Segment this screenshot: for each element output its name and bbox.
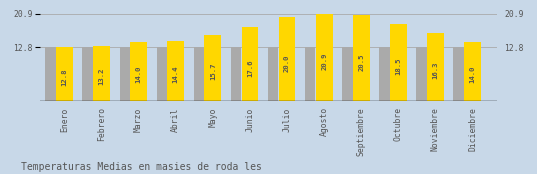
Bar bbox=[157, 48, 167, 101]
Text: 15.7: 15.7 bbox=[210, 63, 216, 80]
Bar bbox=[316, 14, 332, 101]
Text: 13.2: 13.2 bbox=[98, 67, 105, 85]
Text: 18.5: 18.5 bbox=[395, 57, 401, 75]
Bar bbox=[279, 17, 295, 101]
Bar bbox=[453, 48, 464, 101]
Text: Temperaturas Medias en masies de roda les: Temperaturas Medias en masies de roda le… bbox=[21, 162, 263, 172]
Text: 20.5: 20.5 bbox=[358, 54, 364, 71]
Bar bbox=[45, 48, 56, 101]
Bar bbox=[242, 27, 258, 101]
Text: 14.0: 14.0 bbox=[469, 66, 476, 83]
Bar bbox=[305, 48, 315, 101]
Bar bbox=[379, 48, 390, 101]
Bar bbox=[353, 15, 369, 101]
Bar bbox=[93, 46, 110, 101]
Text: 14.4: 14.4 bbox=[173, 65, 179, 83]
Bar bbox=[427, 33, 444, 101]
Text: 14.0: 14.0 bbox=[136, 66, 142, 83]
Bar bbox=[416, 48, 427, 101]
Bar bbox=[465, 42, 481, 101]
Text: 20.9: 20.9 bbox=[321, 53, 327, 70]
Bar bbox=[231, 48, 241, 101]
Text: 16.3: 16.3 bbox=[432, 62, 439, 79]
Bar bbox=[130, 42, 147, 101]
Bar bbox=[342, 48, 353, 101]
Text: 20.0: 20.0 bbox=[284, 55, 290, 72]
Bar bbox=[168, 41, 184, 101]
Text: 12.8: 12.8 bbox=[61, 68, 68, 86]
Bar bbox=[390, 24, 407, 101]
Bar bbox=[82, 48, 93, 101]
Bar bbox=[194, 48, 204, 101]
Bar bbox=[268, 48, 278, 101]
Text: 17.6: 17.6 bbox=[247, 59, 253, 77]
Bar bbox=[56, 48, 72, 101]
Bar bbox=[120, 48, 130, 101]
Bar bbox=[205, 35, 221, 101]
